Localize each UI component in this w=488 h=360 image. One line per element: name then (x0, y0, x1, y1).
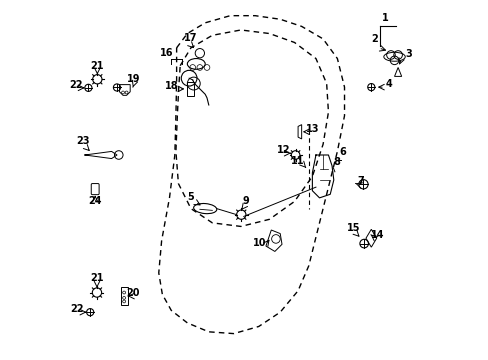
Text: 13: 13 (305, 124, 319, 134)
Text: 14: 14 (370, 230, 384, 240)
Text: 21: 21 (90, 60, 103, 71)
Text: 22: 22 (69, 80, 82, 90)
Text: 1: 1 (381, 13, 387, 23)
Text: 20: 20 (126, 288, 140, 298)
Text: 19: 19 (127, 74, 140, 84)
Text: 2: 2 (371, 35, 378, 45)
Text: 22: 22 (70, 304, 83, 314)
Text: 6: 6 (339, 147, 346, 157)
Text: 11: 11 (291, 156, 304, 166)
Text: 4: 4 (385, 79, 392, 89)
Text: 8: 8 (332, 157, 340, 167)
Text: 16: 16 (160, 48, 173, 58)
Text: 5: 5 (187, 192, 194, 202)
Text: 17: 17 (184, 33, 197, 44)
Text: 9: 9 (242, 196, 248, 206)
Text: 15: 15 (346, 223, 360, 233)
Text: 3: 3 (405, 49, 411, 59)
Text: 10: 10 (252, 238, 265, 248)
Text: 24: 24 (88, 195, 102, 206)
Text: 7: 7 (357, 176, 363, 186)
Text: 18: 18 (164, 81, 178, 91)
Text: 23: 23 (76, 136, 90, 146)
Text: 21: 21 (90, 273, 103, 283)
Text: 12: 12 (277, 145, 290, 155)
